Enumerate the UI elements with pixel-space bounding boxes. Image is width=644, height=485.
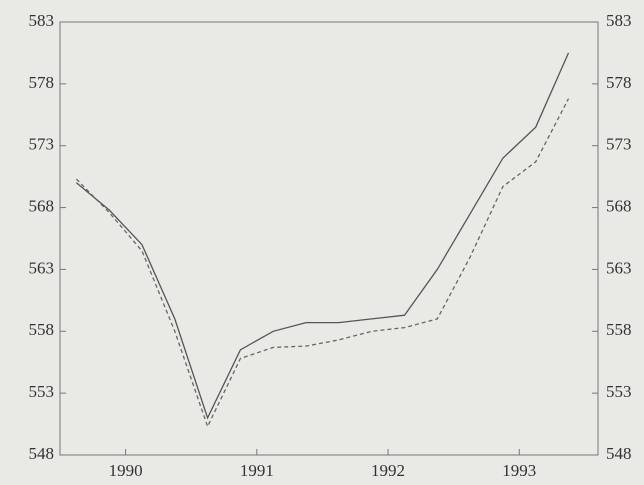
y2-tick-label: 558 [606, 320, 632, 339]
y2-tick-label: 553 [606, 382, 632, 401]
y-tick-label: 563 [29, 258, 55, 277]
y2-tick-label: 548 [606, 444, 632, 463]
y-tick-label: 553 [29, 382, 55, 401]
x-tick-label: 1991 [240, 461, 274, 480]
y-tick-label: 558 [29, 320, 55, 339]
y2-tick-label: 568 [606, 196, 632, 215]
y2-tick-label: 573 [606, 135, 632, 154]
y2-tick-label: 563 [606, 258, 632, 277]
plot-frame [59, 21, 599, 456]
x-tick-label: 1993 [502, 461, 536, 480]
y-tick-label: 568 [29, 196, 55, 215]
x-tick-label: 1990 [109, 461, 143, 480]
y-tick-label: 583 [29, 11, 55, 30]
line-series [75, 98, 570, 429]
x-tick-label: 1992 [371, 461, 405, 480]
y-tick-label: 578 [29, 73, 55, 92]
y-tick-label: 573 [29, 135, 55, 154]
y2-tick-label: 578 [606, 73, 632, 92]
line-series [75, 52, 570, 420]
y2-tick-label: 583 [606, 11, 632, 30]
y-tick-label: 548 [29, 444, 55, 463]
